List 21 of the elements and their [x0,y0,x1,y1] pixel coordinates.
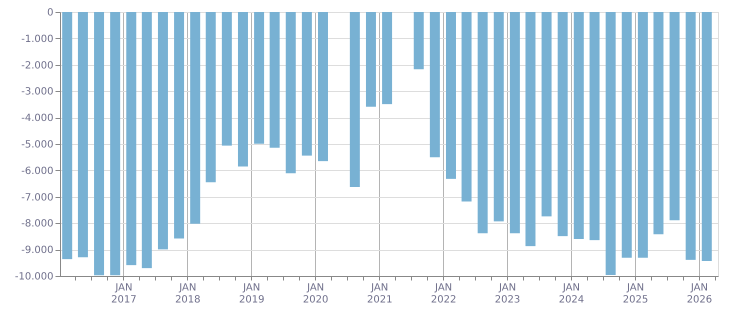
x-tick-label: JAN 2026 [686,282,712,306]
y-tick-label: -8.000 [21,218,54,230]
y-tick-label: -3.000 [21,86,54,98]
y-tick-label: -1.000 [21,34,54,45]
y-tick-label: -5.000 [21,140,54,150]
x-tick-label: JAN 2024 [558,282,584,306]
y-tick-label: -4.000 [21,113,54,124]
y-tick-label: -6.000 [21,166,54,177]
x-tick-label: JAN 2025 [622,282,648,306]
y-tick-label: -9.000 [21,245,54,256]
x-tick-label: JAN 2023 [494,282,520,306]
x-tick-label: JAN 2017 [111,282,137,306]
x-tick-label: JAN 2018 [175,282,201,306]
x-tick-label: JAN 2022 [430,282,456,306]
y-tick-label: -2.000 [21,60,54,72]
x-tick-label: JAN 2021 [366,282,392,306]
y-tick-label: -7.000 [21,192,54,204]
y-tick-label: -10.000 [14,272,54,282]
y-tick-label: 0 [47,8,54,18]
x-tick-label: JAN 2020 [302,282,328,306]
x-tick-label: JAN 2019 [238,282,264,306]
